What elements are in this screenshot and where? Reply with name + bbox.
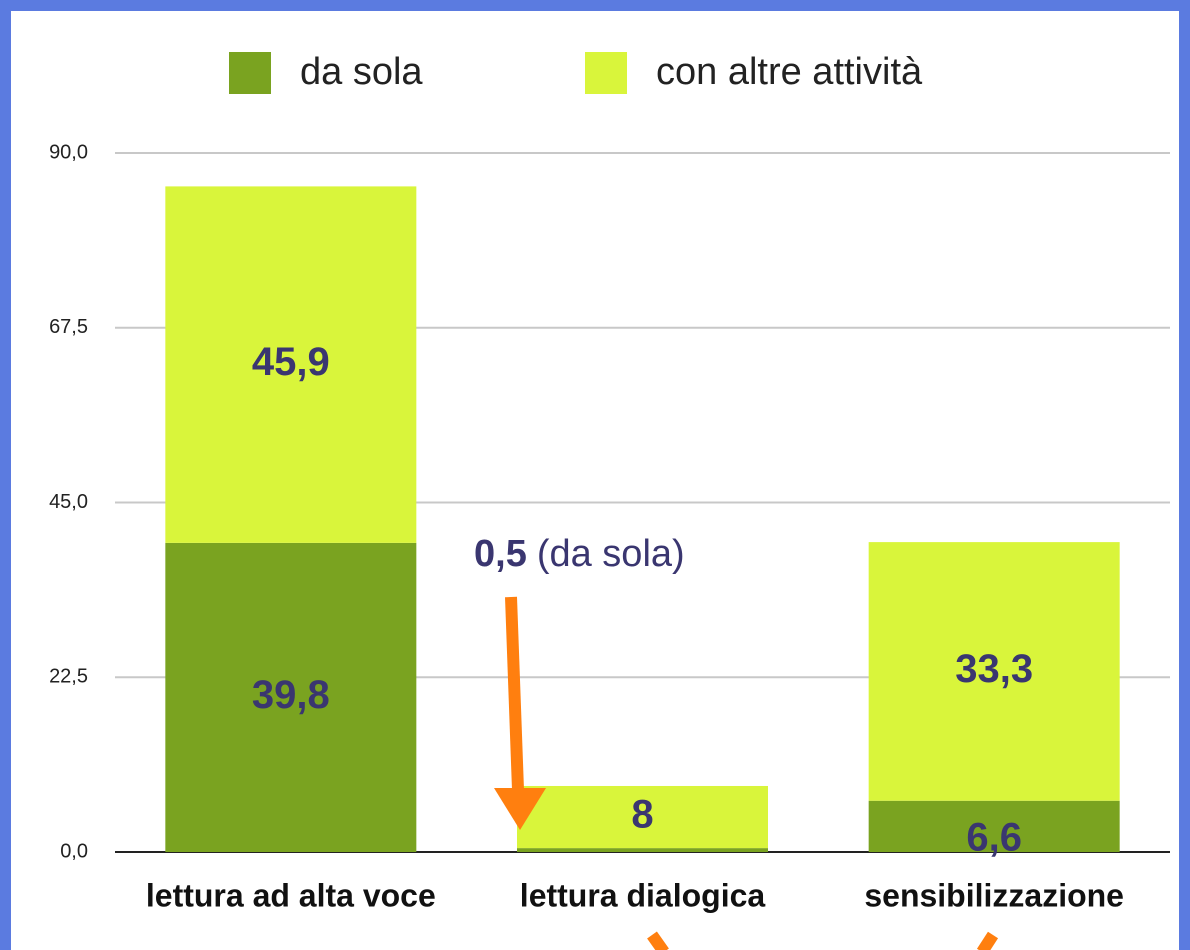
annotation: 0,5 (da sola) xyxy=(474,533,685,575)
bar-segment xyxy=(517,785,768,849)
y-tick-label: 90,0 xyxy=(49,141,88,163)
annotation-value: 0,5 xyxy=(474,533,527,575)
bars xyxy=(165,186,1120,852)
y-tick-label: 67,5 xyxy=(49,316,88,338)
value-label: 45,9 xyxy=(252,340,330,384)
arrow-stub xyxy=(647,931,669,950)
x-tick-label: sensibilizzazione xyxy=(864,877,1124,913)
bar-segment xyxy=(868,800,1120,852)
bar-segment xyxy=(868,542,1120,801)
value-label: 6,6 xyxy=(966,816,1022,860)
arrow xyxy=(494,596,999,950)
legend-swatch xyxy=(229,52,271,94)
value-label: 33,3 xyxy=(955,647,1033,691)
x-tick-label: lettura dialogica xyxy=(520,877,766,913)
legend-swatch xyxy=(585,52,627,94)
y-tick-label: 45,0 xyxy=(49,491,88,513)
bar-segment xyxy=(165,186,417,543)
legend-label: con altre attività xyxy=(656,51,923,93)
arrow-shaft xyxy=(505,596,524,791)
bar-segment xyxy=(165,542,417,852)
x-tick-label: lettura ad alta voce xyxy=(146,877,436,913)
annotation-text: (da sola) xyxy=(537,533,685,575)
value-label: 8 xyxy=(631,793,653,837)
labels: da sola con altre attività lettura ad alta… xyxy=(146,51,1124,913)
value-label: 39,8 xyxy=(252,673,330,717)
bar-segment xyxy=(517,848,768,852)
y-tick-label: 22,5 xyxy=(49,666,88,688)
legend-label: da sola xyxy=(300,51,423,93)
arrow-stub xyxy=(976,931,999,950)
arrow-head xyxy=(494,788,546,830)
y-tick-label: 0,0 xyxy=(60,840,88,862)
